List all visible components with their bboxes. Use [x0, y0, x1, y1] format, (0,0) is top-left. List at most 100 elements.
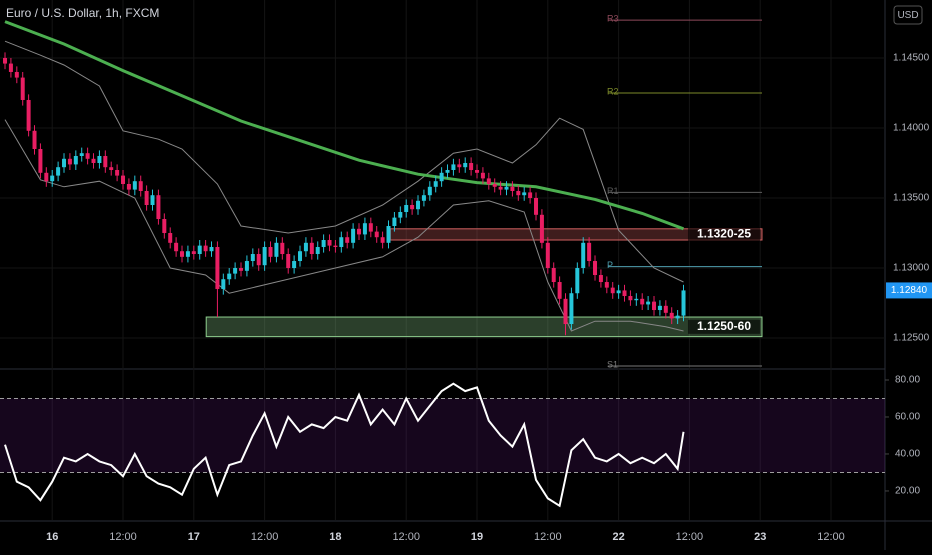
- candle-body: [480, 172, 485, 179]
- candle-body: [91, 158, 96, 163]
- candle-body: [309, 242, 314, 255]
- candle-body: [433, 181, 438, 187]
- candle-body: [79, 153, 84, 156]
- candle-body: [327, 240, 332, 246]
- rsi-tick-label: 20.00: [895, 486, 920, 497]
- candle-body: [44, 172, 49, 182]
- zone-label: 1.1250-60: [697, 319, 751, 333]
- candle-body: [315, 247, 320, 255]
- currency-button[interactable]: [893, 5, 923, 25]
- candle-body: [8, 63, 13, 72]
- candle-body: [303, 242, 308, 252]
- rsi-tick-label: 60.00: [895, 412, 920, 423]
- candle-body: [274, 242, 279, 257]
- candle-body: [3, 57, 8, 64]
- candle-body: [280, 242, 285, 255]
- candle-body: [551, 268, 556, 283]
- candle-body: [85, 153, 90, 159]
- candle-body: [221, 279, 226, 290]
- candle-body: [50, 175, 55, 182]
- candle-body: [132, 181, 137, 190]
- candle-body: [528, 192, 533, 199]
- candle-body: [675, 315, 680, 319]
- candle-body: [333, 245, 338, 248]
- candle-body: [610, 287, 615, 294]
- rsi-tick-label: 40.00: [895, 449, 920, 460]
- overlay-line: [4, 20, 685, 231]
- candle-body: [56, 167, 61, 176]
- x-tick-label: 12:00: [109, 531, 137, 543]
- candle-body: [616, 290, 621, 294]
- candle-body: [575, 268, 580, 294]
- candle-body: [103, 155, 108, 168]
- candle-body: [374, 231, 379, 238]
- zone-label-bg: [687, 227, 760, 242]
- candle-body: [357, 228, 362, 235]
- candle-body: [215, 247, 220, 290]
- pivot-label: R2: [607, 86, 619, 96]
- rsi-band: [0, 398, 885, 473]
- candle-body: [144, 191, 149, 206]
- candle-body: [598, 275, 603, 283]
- y-tick-label: 1.13000: [893, 263, 930, 274]
- candle-body: [14, 71, 19, 78]
- candle-body: [262, 247, 267, 266]
- candle-body: [256, 254, 261, 266]
- candle-body: [563, 298, 568, 325]
- candle-body: [398, 212, 403, 218]
- candle-body: [345, 237, 350, 243]
- candle-body: [634, 298, 639, 301]
- x-tick-label: 12:00: [251, 531, 279, 543]
- candle-body: [463, 162, 468, 168]
- candle-body: [581, 242, 586, 269]
- candle-body: [168, 233, 173, 243]
- last-price-tag: [886, 282, 932, 299]
- candle-body: [250, 254, 255, 262]
- candle-body: [138, 181, 143, 192]
- candle-body: [67, 158, 72, 165]
- candle-body: [628, 296, 633, 301]
- candle-body: [492, 184, 497, 187]
- candle-body: [109, 167, 114, 170]
- candle-body: [445, 169, 450, 173]
- candle-body: [498, 186, 503, 190]
- candle-body: [298, 251, 303, 262]
- candle-body: [174, 242, 179, 252]
- candle-body: [545, 242, 550, 269]
- candle-body: [321, 240, 326, 248]
- price-pane: R3 R2 R1 P S1 1.1320-25 1.1250-60: [3, 14, 763, 369]
- candle-body: [652, 301, 657, 311]
- candle-body: [587, 242, 592, 262]
- candle-body: [20, 77, 25, 100]
- candle-body: [522, 192, 527, 196]
- candle-body: [339, 237, 344, 248]
- x-tick-label: 23: [754, 531, 766, 543]
- candle-body: [126, 184, 131, 190]
- currency-label[interactable]: USD: [897, 10, 918, 21]
- last-price-label: 1.12840: [891, 285, 928, 296]
- overlay-line: [4, 119, 684, 332]
- candle-body: [380, 237, 385, 243]
- candle-body: [185, 251, 190, 257]
- candle-body: [233, 268, 238, 274]
- candle-body: [669, 312, 674, 319]
- candle-body: [421, 195, 426, 201]
- zone-label: 1.1320-25: [697, 227, 751, 241]
- candle-body: [539, 214, 544, 243]
- x-tick-label: 22: [612, 531, 624, 543]
- candle-body: [534, 198, 539, 215]
- candle-body: [268, 247, 273, 257]
- candle-body: [150, 195, 155, 206]
- candle-body: [180, 251, 185, 257]
- candle-body: [510, 186, 515, 192]
- candle-body: [593, 261, 598, 276]
- candle-body: [475, 169, 480, 173]
- candle-body: [622, 290, 627, 297]
- candle-body: [162, 219, 167, 234]
- candle-body: [121, 175, 126, 184]
- rsi-pane: [0, 379, 889, 508]
- candle-body: [646, 301, 651, 305]
- candle-body: [504, 186, 509, 190]
- x-tick-label: 16: [46, 531, 58, 543]
